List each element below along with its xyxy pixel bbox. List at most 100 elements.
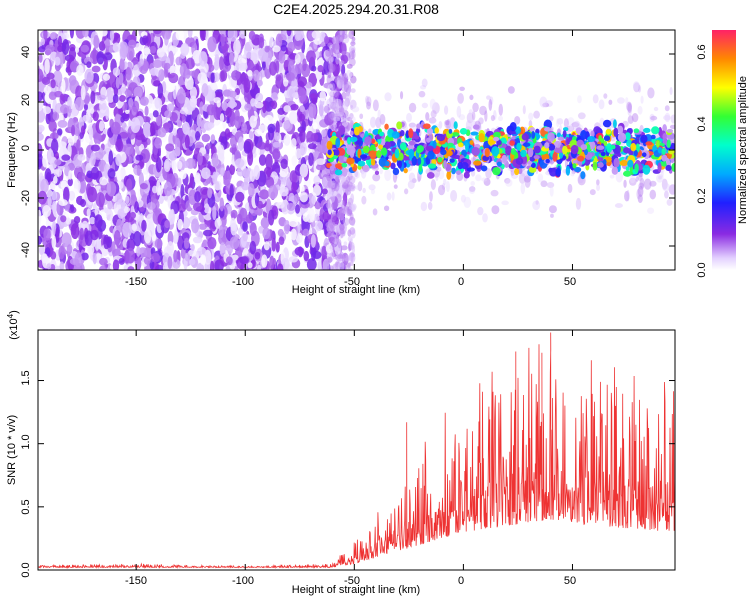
heatmap-cell xyxy=(139,58,144,66)
heatmap-cell xyxy=(501,154,508,164)
heatmap-cell xyxy=(90,90,96,104)
heatmap-cell xyxy=(68,169,73,180)
heatmap-cell xyxy=(144,229,152,244)
heatmap-cell xyxy=(172,127,177,136)
heatmap-cell xyxy=(291,181,298,193)
heatmap-cell xyxy=(520,182,526,195)
heatmap-cell xyxy=(260,216,270,229)
heatmap-cell xyxy=(286,86,295,99)
heatmap-cell xyxy=(463,196,472,209)
heatmap-cell xyxy=(196,247,207,257)
heatmap-cell xyxy=(617,132,627,143)
heatmap-cell xyxy=(343,100,348,107)
heatmap-cell xyxy=(614,203,623,209)
heatmap-cell xyxy=(627,103,632,114)
heatmap-cell xyxy=(655,140,660,148)
heatmap-cell xyxy=(331,83,336,92)
heatmap-cell xyxy=(228,52,235,66)
heatmap-cell xyxy=(612,119,617,129)
heatmap-cell xyxy=(210,134,216,144)
heatmap-cell xyxy=(271,237,276,252)
heatmap-cell xyxy=(386,192,392,201)
heatmap-cell xyxy=(130,117,141,134)
heatmap-cell xyxy=(98,265,108,270)
heatmap-cell xyxy=(223,170,231,187)
heatmap-cell xyxy=(254,252,261,260)
heatmap-cell xyxy=(38,53,43,63)
colorbar-tick-1: 0.2 xyxy=(696,188,708,203)
heatmap-cell xyxy=(229,164,236,176)
heatmap-cell xyxy=(43,228,51,241)
heatmap-cell xyxy=(445,180,450,193)
heatmap-cell xyxy=(613,157,620,168)
heatmap-cell xyxy=(343,30,348,35)
heatmap-cell xyxy=(663,114,671,121)
heatmap-cell xyxy=(184,252,191,262)
heatmap-cell xyxy=(303,250,310,262)
heatmap-cell xyxy=(218,224,224,239)
heatmap-cell xyxy=(299,185,305,192)
bot-xtick-1: -100 xyxy=(232,575,254,587)
heatmap-cell xyxy=(59,104,70,114)
heatmap-cell xyxy=(112,42,121,53)
heatmap-cell xyxy=(201,133,211,143)
heatmap-cell xyxy=(176,120,183,128)
heatmap-cell xyxy=(610,144,616,150)
heatmap-cell xyxy=(67,177,73,187)
heatmap-cell xyxy=(669,124,675,130)
colorbar-tick-3: 0.6 xyxy=(696,44,708,59)
heatmap-cell xyxy=(544,142,550,149)
heatmap-cell xyxy=(479,105,487,116)
heatmap-cell xyxy=(233,39,241,55)
heatmap-cell xyxy=(110,121,121,135)
heatmap-cell xyxy=(347,172,353,181)
heatmap-cell xyxy=(131,100,140,113)
heatmap-cell xyxy=(521,133,529,141)
bot-ylabel: SNR (10 * v/v) xyxy=(6,415,18,485)
heatmap-cell xyxy=(472,124,480,130)
heatmap-cell xyxy=(249,222,257,237)
heatmap-cell xyxy=(639,177,645,188)
heatmap-cell xyxy=(288,219,299,228)
heatmap-cell xyxy=(152,110,159,118)
heatmap-cell xyxy=(354,170,358,178)
heatmap-cell xyxy=(580,144,588,150)
heatmap-cell xyxy=(339,254,347,259)
heatmap-cell xyxy=(380,147,388,156)
heatmap-cell xyxy=(615,170,624,183)
heatmap-cell xyxy=(542,102,550,108)
heatmap-cell xyxy=(627,159,634,168)
heatmap-cell xyxy=(656,173,664,183)
heatmap-cell xyxy=(379,114,386,125)
heatmap-cell xyxy=(74,252,83,268)
heatmap-cell xyxy=(342,194,347,200)
heatmap-cell xyxy=(82,30,89,38)
heatmap-cell xyxy=(225,107,232,119)
heatmap-cell xyxy=(333,106,339,112)
heatmap-cell xyxy=(114,193,123,205)
heatmap-cell xyxy=(349,112,354,120)
heatmap-cell xyxy=(332,251,339,260)
heatmap-cell xyxy=(59,93,65,105)
heatmap-cell xyxy=(484,147,490,158)
heatmap-cell xyxy=(156,47,165,58)
heatmap-cell xyxy=(349,149,355,158)
heatmap-cell xyxy=(599,117,605,128)
heatmap-cell xyxy=(112,67,121,77)
heatmap-cell xyxy=(408,128,414,139)
heatmap-cell xyxy=(68,46,77,61)
heatmap-cell xyxy=(315,220,324,232)
heatmap-cell xyxy=(286,203,296,211)
heatmap-cell xyxy=(331,211,337,222)
heatmap-cell xyxy=(188,108,193,115)
heatmap-cell xyxy=(261,254,268,268)
top-ytick-2: 0 xyxy=(20,145,32,151)
heatmap-cell xyxy=(38,144,42,152)
heatmap-cell xyxy=(177,177,182,188)
heatmap-cell xyxy=(321,129,327,138)
heatmap-cell xyxy=(333,122,337,129)
heatmap-cell xyxy=(135,154,144,161)
heatmap-cell xyxy=(180,184,185,200)
heatmap-cell xyxy=(327,180,335,188)
heatmap-cell xyxy=(633,128,640,134)
